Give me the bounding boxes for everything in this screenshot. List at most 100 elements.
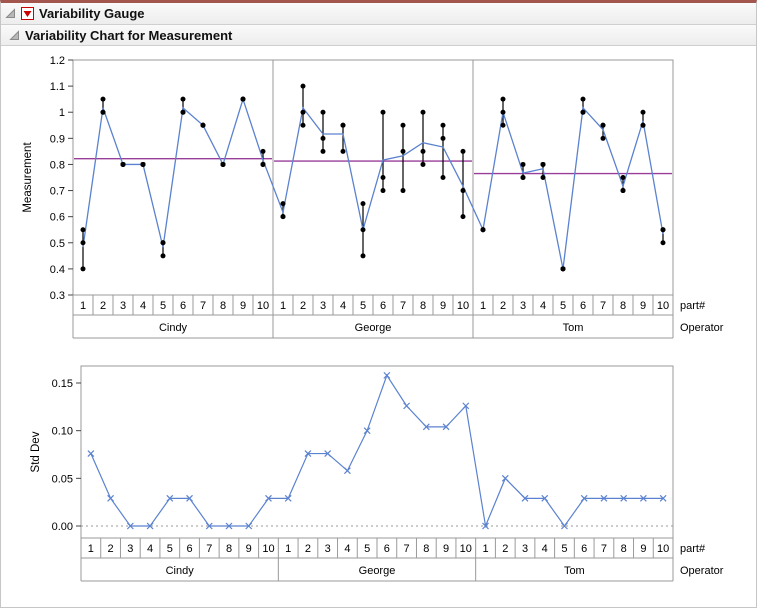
svg-text:Std Dev: Std Dev bbox=[30, 431, 42, 472]
svg-text:part#: part# bbox=[680, 543, 706, 555]
svg-text:part#: part# bbox=[680, 300, 706, 312]
y-axis: 0.15 0.10 0.05 0.00 Std Dev bbox=[30, 378, 81, 533]
svg-text:8: 8 bbox=[423, 543, 429, 555]
plot-frame bbox=[72, 59, 674, 296]
svg-text:2: 2 bbox=[100, 300, 106, 312]
group-mean-lines bbox=[74, 157, 672, 175]
svg-text:1: 1 bbox=[80, 300, 86, 312]
svg-text:1: 1 bbox=[480, 300, 486, 312]
svg-text:5: 5 bbox=[360, 300, 366, 312]
svg-text:9: 9 bbox=[440, 300, 446, 312]
variability-chart: 1.21.110.90.80.70.60.50.40.3Measurement1… bbox=[22, 55, 724, 339]
svg-text:3: 3 bbox=[120, 300, 126, 312]
svg-text:7: 7 bbox=[206, 543, 212, 555]
outline-header-variability-chart: Variability Chart for Measurement bbox=[1, 25, 756, 46]
svg-text:8: 8 bbox=[620, 300, 626, 312]
svg-text:6: 6 bbox=[186, 543, 192, 555]
svg-text:1: 1 bbox=[59, 107, 65, 119]
disclosure-triangle-glyph bbox=[5, 8, 15, 18]
svg-text:0.6: 0.6 bbox=[50, 212, 65, 224]
svg-text:4: 4 bbox=[344, 543, 350, 555]
y-axis: 1.2 1.1 1 0.9 0.8 0.7 0.6 0.5 0.4 0.3 Measurement bbox=[22, 55, 73, 302]
svg-text:3: 3 bbox=[320, 300, 326, 312]
disclosure-triangle-glyph bbox=[9, 29, 19, 40]
svg-text:7: 7 bbox=[600, 300, 606, 312]
x-axis-table: 1 2 3 4 5 6 7 8 9 10 Cindy 1 2 3 4 5 6 7 8 9 10 George 1 2 3 4 5 6 7… bbox=[80, 538, 724, 582]
svg-text:5: 5 bbox=[167, 543, 173, 555]
outline-header-variability-gauge: Variability Gauge bbox=[1, 3, 756, 25]
svg-text:2: 2 bbox=[300, 300, 306, 312]
svg-text:0.5: 0.5 bbox=[50, 238, 65, 250]
svg-text:10: 10 bbox=[457, 300, 469, 312]
svg-text:1: 1 bbox=[280, 300, 286, 312]
svg-text:Operator: Operator bbox=[680, 565, 724, 577]
svg-text:8: 8 bbox=[220, 300, 226, 312]
svg-text:1: 1 bbox=[88, 543, 94, 555]
svg-text:10: 10 bbox=[657, 543, 669, 555]
svg-text:0.4: 0.4 bbox=[50, 264, 65, 276]
svg-text:3: 3 bbox=[127, 543, 133, 555]
disclosure-triangle-icon[interactable] bbox=[9, 29, 20, 41]
svg-text:6: 6 bbox=[581, 543, 587, 555]
mean-connect-line bbox=[82, 97, 664, 270]
svg-text:0.15: 0.15 bbox=[52, 378, 73, 390]
svg-text:7: 7 bbox=[601, 543, 607, 555]
svg-text:6: 6 bbox=[180, 300, 186, 312]
svg-text:9: 9 bbox=[246, 543, 252, 555]
svg-text:0.10: 0.10 bbox=[52, 426, 73, 438]
svg-text:4: 4 bbox=[540, 300, 546, 312]
svg-text:3: 3 bbox=[325, 543, 331, 555]
svg-text:Measurement: Measurement bbox=[22, 142, 34, 213]
svg-text:8: 8 bbox=[621, 543, 627, 555]
svg-text:4: 4 bbox=[340, 300, 346, 312]
chart-title: Variability Chart for Measurement bbox=[25, 27, 233, 43]
svg-text:Tom: Tom bbox=[563, 322, 584, 334]
svg-text:4: 4 bbox=[147, 543, 153, 555]
red-triangle-glyph bbox=[23, 10, 32, 17]
svg-text:4: 4 bbox=[140, 300, 146, 312]
x-axis-table: 1 2 3 4 5 6 7 8 9 10 Cindy 1 2 3 4 5 6 7 8 9 10 George 1 2 3 4 5 6 7… bbox=[72, 295, 724, 339]
measurement-points bbox=[80, 83, 666, 272]
svg-text:3: 3 bbox=[520, 300, 526, 312]
svg-text:George: George bbox=[359, 565, 396, 577]
svg-text:10: 10 bbox=[257, 300, 269, 312]
red-triangle-menu-icon[interactable] bbox=[21, 7, 34, 20]
svg-text:0.7: 0.7 bbox=[50, 186, 65, 198]
svg-text:0.8: 0.8 bbox=[50, 159, 65, 171]
svg-text:2: 2 bbox=[502, 543, 508, 555]
svg-text:1.1: 1.1 bbox=[50, 81, 65, 93]
svg-text:6: 6 bbox=[384, 543, 390, 555]
svg-text:Operator: Operator bbox=[680, 322, 724, 334]
svg-text:2: 2 bbox=[108, 543, 114, 555]
svg-text:10: 10 bbox=[262, 543, 274, 555]
svg-text:0.3: 0.3 bbox=[50, 290, 65, 302]
svg-text:4: 4 bbox=[542, 543, 548, 555]
svg-text:Cindy: Cindy bbox=[159, 322, 188, 334]
plot-frame bbox=[80, 365, 674, 539]
disclosure-triangle-icon[interactable] bbox=[5, 8, 16, 19]
svg-text:5: 5 bbox=[364, 543, 370, 555]
svg-text:0.00: 0.00 bbox=[52, 521, 73, 533]
svg-text:Cindy: Cindy bbox=[166, 565, 195, 577]
svg-text:5: 5 bbox=[561, 543, 567, 555]
report-title: Variability Gauge bbox=[39, 6, 145, 21]
svg-text:5: 5 bbox=[160, 300, 166, 312]
svg-text:10: 10 bbox=[460, 543, 472, 555]
svg-text:7: 7 bbox=[404, 543, 410, 555]
svg-text:2: 2 bbox=[305, 543, 311, 555]
svg-text:9: 9 bbox=[640, 300, 646, 312]
svg-text:6: 6 bbox=[580, 300, 586, 312]
svg-text:Tom: Tom bbox=[564, 565, 585, 577]
svg-text:10: 10 bbox=[657, 300, 669, 312]
svg-text:1.2: 1.2 bbox=[50, 55, 65, 67]
charts-container: 1.2 1.1 1 0.9 0.8 0.7 0.6 0.5 0.4 0.3 Measurement 1… bbox=[1, 46, 756, 601]
svg-text:7: 7 bbox=[400, 300, 406, 312]
svg-text:3: 3 bbox=[522, 543, 528, 555]
svg-text:8: 8 bbox=[420, 300, 426, 312]
svg-text:0.9: 0.9 bbox=[50, 133, 65, 145]
stddev-markers bbox=[87, 371, 667, 530]
svg-text:7: 7 bbox=[200, 300, 206, 312]
svg-text:1: 1 bbox=[482, 543, 488, 555]
svg-text:9: 9 bbox=[640, 543, 646, 555]
